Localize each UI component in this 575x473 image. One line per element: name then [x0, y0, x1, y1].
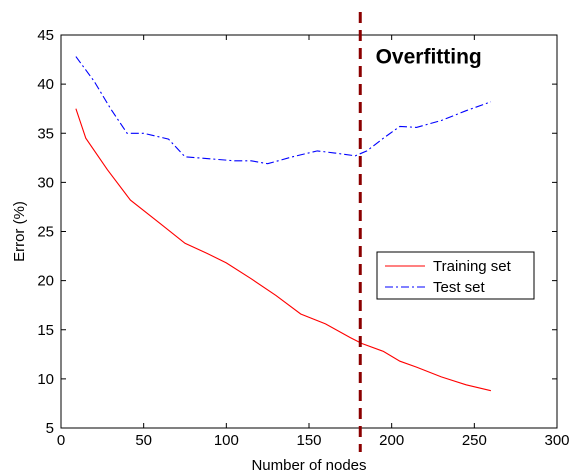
y-tick-label: 45 [37, 27, 54, 44]
y-tick-label: 20 [37, 273, 54, 290]
y-axis-ticks: 5 10 15 20 25 30 35 40 45 [37, 27, 557, 437]
x-tick-label: 50 [135, 432, 152, 449]
x-tick-label: 200 [379, 432, 404, 449]
y-tick-label: 40 [37, 76, 54, 93]
y-tick-label: 35 [37, 125, 54, 142]
x-axis-ticks: 0 50 100 150 200 250 300 [57, 35, 570, 449]
x-tick-label: 150 [296, 432, 321, 449]
legend-box [376, 251, 535, 300]
x-axis-title: Number of nodes [251, 457, 366, 473]
overfitting-annotation: Overfitting [376, 46, 482, 69]
legend: Training set Test set [376, 251, 535, 300]
y-tick-label: 25 [37, 224, 54, 241]
y-axis-title: Error (%) [11, 201, 28, 262]
y-tick-label: 30 [37, 174, 54, 191]
y-tick-label: 10 [37, 371, 54, 388]
training-set-line [75, 108, 492, 392]
plot-area [60, 34, 558, 429]
legend-test-label: Test set [433, 279, 486, 296]
y-tick-label: 5 [46, 420, 54, 437]
x-tick-label: 100 [214, 432, 239, 449]
y-tick-label: 15 [37, 322, 54, 339]
x-tick-label: 250 [462, 432, 487, 449]
test-set-line [75, 56, 492, 165]
x-tick-label: 0 [57, 432, 65, 449]
legend-training-label: Training set [433, 258, 512, 275]
x-tick-label: 300 [544, 432, 569, 449]
